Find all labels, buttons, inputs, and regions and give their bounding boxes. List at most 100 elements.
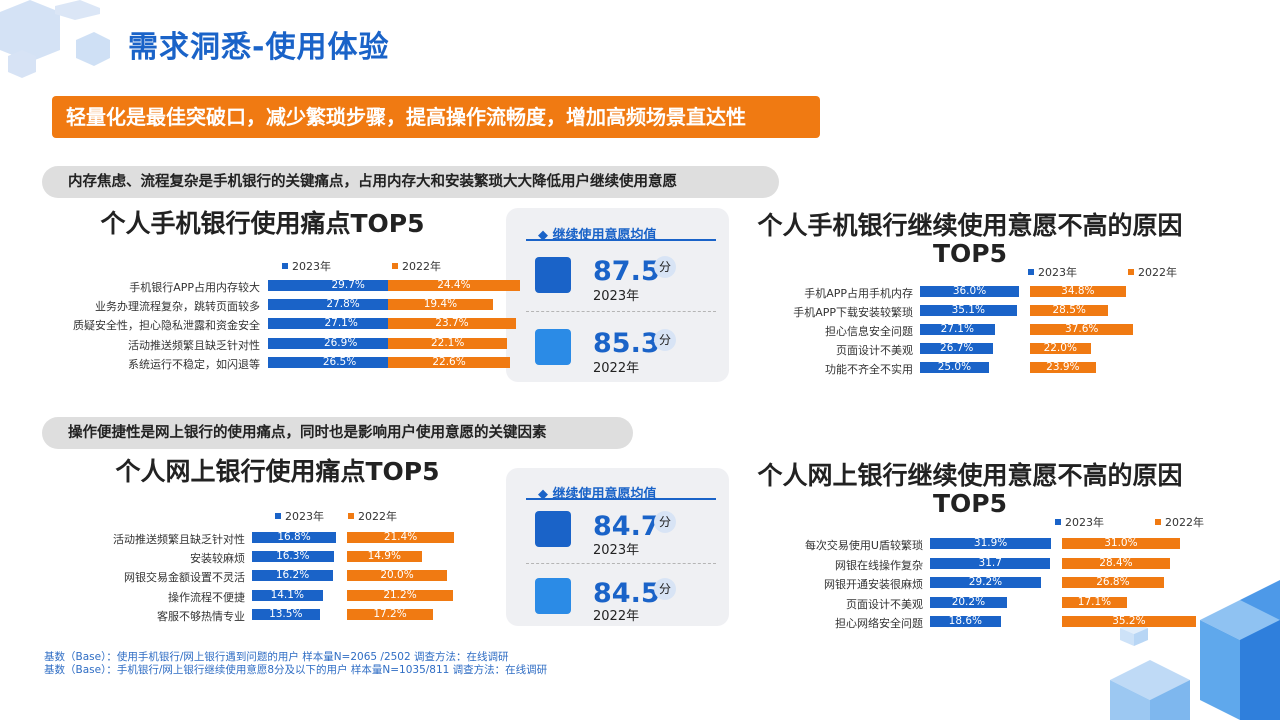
bar-value-label: 14.1% (270, 588, 304, 601)
bar-value-label: 26.8% (1096, 576, 1130, 588)
bar-2022: 14.9% (347, 551, 422, 563)
legend-swatch (348, 513, 354, 519)
bar-2023: 25.0% (920, 362, 989, 373)
page-title: 需求洞悉-使用体验 (128, 30, 390, 65)
category-label: 担心信息安全问题 (825, 325, 913, 338)
category-label: 页面设计不美观 (836, 344, 913, 357)
legend-item: 2023年 (1028, 264, 1077, 280)
section-heading-online: 操作便捷性是网上银行的使用痛点，同时也是影响用户使用意愿的关键因素 (42, 417, 633, 449)
category-label: 手机APP占用手机内存 (804, 287, 913, 300)
legend-item: 2022年 (348, 508, 397, 524)
chart-online-reasons: 2023年 2022年 每次交易使用U盾较繁琐 31.9% 31.0% 网银在线操作复杂 3… (780, 514, 1220, 634)
score-unit: 分 (654, 511, 676, 533)
bar-2023: 18.6% (930, 616, 1001, 627)
headline-banner: 轻量化是最佳突破口，减少繁琐步骤，提高操作流畅度，增加高频场景直达性 (52, 96, 820, 138)
bar-value-label: 20.2% (951, 595, 986, 608)
bar-value-label: 18.6% (948, 615, 983, 627)
bar-value-label: 24.4% (437, 279, 471, 291)
chart-title-line: TOP5 (932, 239, 1008, 268)
chart-title-mobile-pain-points: 个人手机银行使用痛点TOP5 (100, 209, 425, 238)
legend-item: 2022年 (1155, 514, 1204, 530)
bar-value-label: 22.0% (1043, 342, 1077, 354)
score-year: 2023年 (593, 543, 640, 558)
bar-2023: 13.5% (252, 608, 320, 620)
score-card-online: ◆ 继续使用意愿均值 84.7 分 2023年 84.5 分 2022年 (506, 468, 729, 626)
category-label: 网银交易金额设置不灵活 (124, 571, 245, 585)
chart-title-line: 个人网上银行继续使用意愿不高的原因 (757, 461, 1183, 490)
cube-decoration-top-left (0, 0, 110, 78)
bar-2023: 29.7% (268, 280, 429, 291)
bar-2023: 27.8% (268, 299, 419, 311)
score-year: 2023年 (593, 289, 640, 304)
category-label: 操作流程不便捷 (168, 590, 245, 604)
chart-title-line: 个人手机银行继续使用意愿不高的原因 (757, 211, 1183, 240)
section-heading-mobile: 内存焦虑、流程复杂是手机银行的关键痛点，占用内存大和安装繁琐大大降低用户继续使用… (42, 166, 779, 198)
bar-value-label: 21.4% (383, 531, 418, 543)
bar-value-label: 17.2% (373, 607, 407, 620)
bar-2023: 27.1% (920, 324, 995, 335)
score-square-2022 (535, 578, 571, 614)
bar-value-label: 16.8% (277, 531, 311, 543)
bar-2023: 31.9% (930, 537, 1052, 549)
score-square-2023 (535, 257, 571, 293)
legend-item: 2022年 (392, 258, 441, 274)
bar-value-label: 23.7% (435, 317, 469, 330)
bar-value-label: 16.2% (275, 569, 310, 582)
score-card-underline (526, 498, 716, 500)
bar-2022: 22.0% (1030, 343, 1091, 354)
score-square-2023 (535, 511, 571, 547)
category-label: 手机银行APP占用内存较大 (129, 281, 260, 294)
bar-value-label: 35.1% (951, 304, 985, 316)
score-year: 2022年 (593, 361, 640, 376)
bar-value-label: 36.0% (952, 285, 987, 297)
bar-value-label: 28.5% (1052, 304, 1086, 316)
legend-label: 2022年 (402, 260, 441, 273)
score-year: 2022年 (593, 609, 640, 624)
bar-2023: 35.1% (920, 305, 1017, 316)
bar-value-label: 26.9% (323, 336, 358, 349)
legend-item: 2023年 (1055, 514, 1104, 530)
bar-value-label: 29.2% (968, 576, 1003, 588)
bar-2023: 31.7 (930, 556, 1051, 569)
legend-swatch (282, 263, 288, 269)
category-label: 手机APP下载安装较繁琐 (793, 306, 913, 319)
bar-2023: 26.9% (268, 336, 414, 349)
bar-2022: 24.4% (388, 280, 520, 291)
bar-value-label: 17.1% (1077, 595, 1112, 608)
legend-label: 2023年 (285, 510, 324, 523)
category-label: 页面设计不美观 (846, 597, 923, 611)
bar-value-label: 31.7 (978, 556, 1002, 569)
category-label: 功能不齐全不实用 (825, 363, 913, 376)
legend-swatch (1155, 519, 1161, 525)
chart-title-line: TOP5 (932, 489, 1008, 518)
base-note-1: 基数（Base）：使用手机银行/网上银行遇到问题的用户 样本量N=2065 /2… (44, 651, 509, 663)
bar-value-label: 31.9% (973, 537, 1008, 549)
score-card-underline (526, 239, 716, 241)
chart-mobile-pain-points: 2023年 2022年 手机银行APP占用内存较大 29.7% 24.4% 业务办理流程复… (60, 258, 520, 378)
legend-item: 2023年 (282, 258, 331, 274)
category-label: 活动推送频繁且缺乏针对性 (113, 533, 245, 546)
bar-value-label: 28.4% (1099, 556, 1133, 569)
legend-swatch (1028, 269, 1034, 275)
score-unit: 分 (654, 578, 676, 600)
score-unit: 分 (654, 256, 676, 278)
cube-decoration-bottom-right (1110, 580, 1280, 720)
category-label: 客服不够热情专业 (157, 609, 245, 623)
category-label: 系统运行不稳定，如闪退等 (128, 357, 260, 371)
base-note-2: 基数（Base）：手机银行/网上银行继续使用意愿8分及以下的用户 样本量N=10… (44, 664, 548, 676)
score-divider (526, 563, 716, 564)
bar-value-label: 34.8% (1061, 285, 1095, 297)
bar-value-label: 27.1% (940, 323, 974, 335)
bar-2022: 23.9% (1030, 362, 1096, 373)
bar-value-label: 26.7% (940, 342, 974, 354)
legend-item: 2022年 (1128, 264, 1177, 280)
bar-2022: 28.5% (1030, 304, 1109, 316)
legend-item: 2023年 (275, 508, 324, 524)
bar-value-label: 16.3% (276, 550, 310, 563)
category-label: 活动推送频繁且缺乏针对性 (128, 338, 260, 352)
legend-label: 2023年 (1065, 516, 1104, 529)
bar-2022: 34.8% (1030, 286, 1126, 297)
bar-value-label: 23.9% (1046, 361, 1080, 373)
bar-value-label: 26.5% (322, 355, 357, 368)
score-value-2022: 85.3 (593, 328, 660, 359)
